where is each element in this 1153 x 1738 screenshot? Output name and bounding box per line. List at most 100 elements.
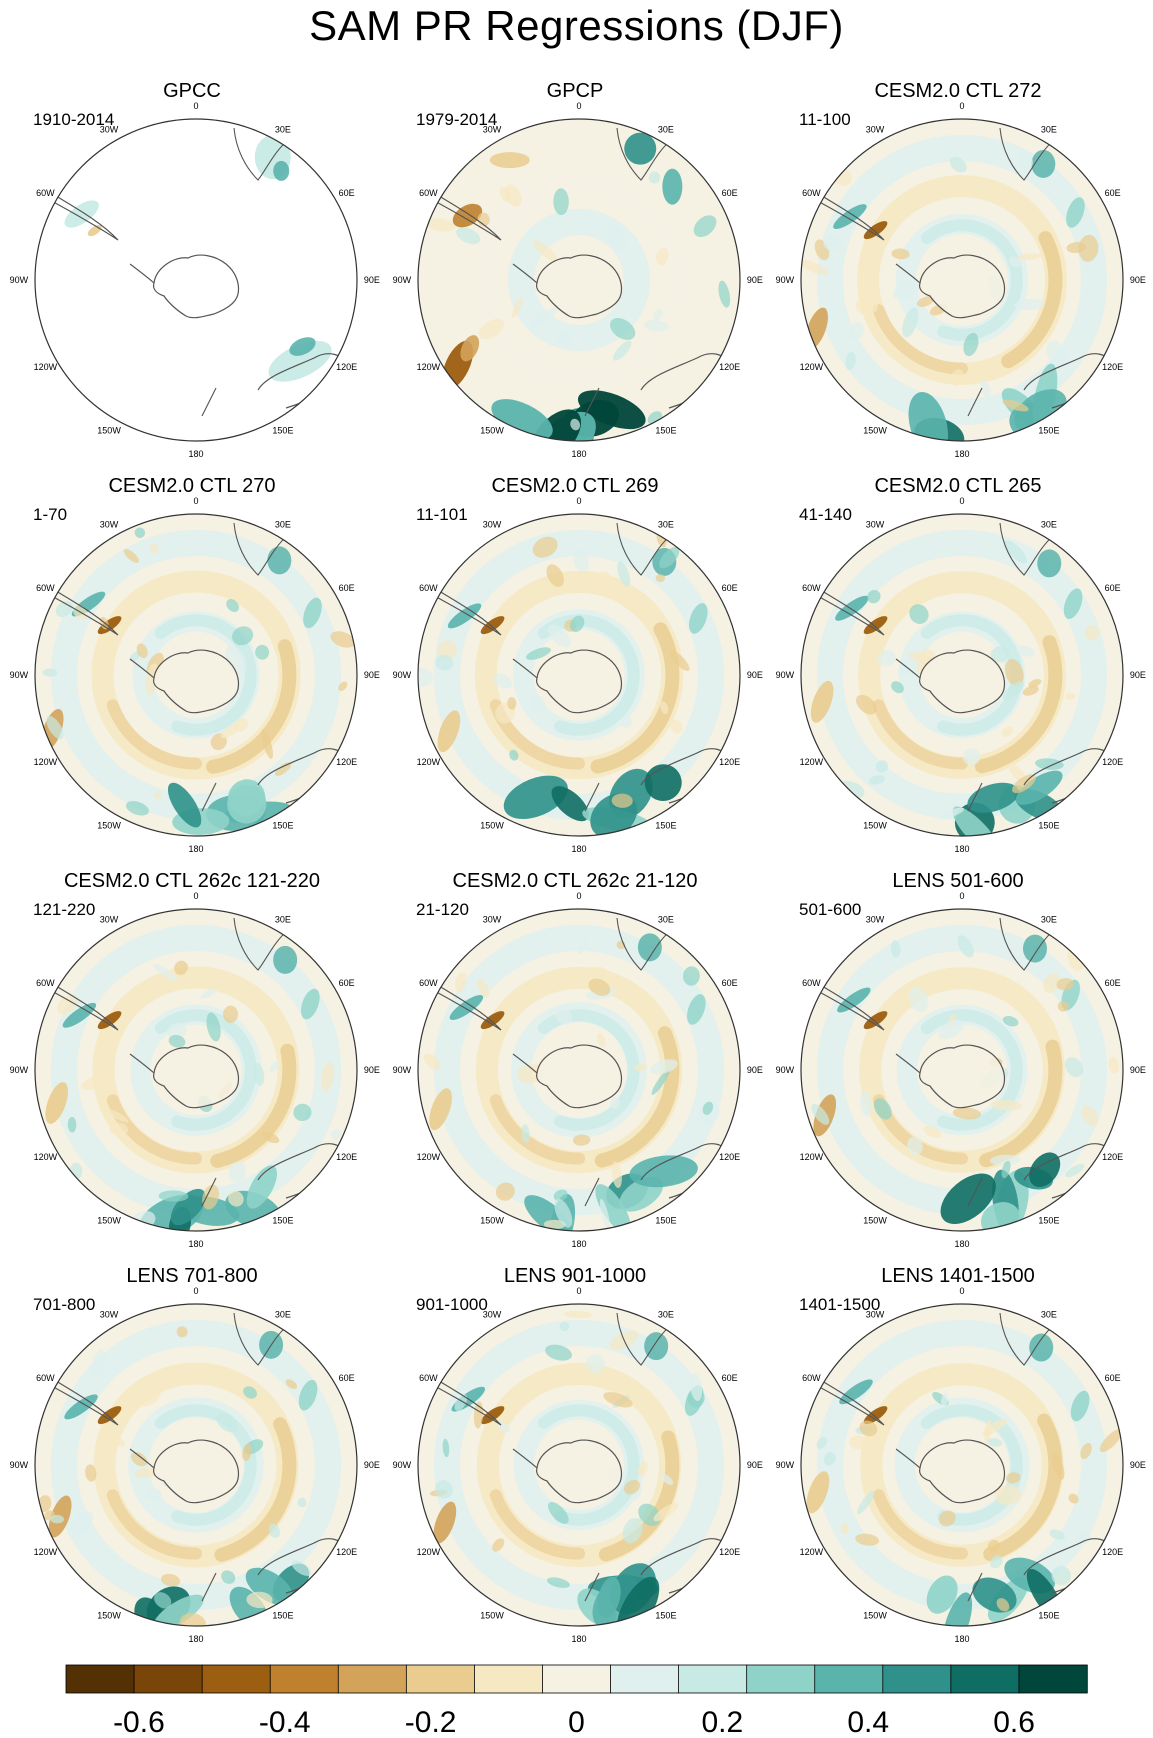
field-anomaly xyxy=(907,1136,923,1156)
longitude-label: 0 xyxy=(959,1286,964,1296)
field-anomaly xyxy=(1065,1163,1085,1178)
south-america-coast xyxy=(811,979,885,1031)
colorbar-tick-label: 0 xyxy=(568,1706,585,1738)
field-band xyxy=(472,173,686,387)
longitude-label: 120E xyxy=(1102,1152,1123,1162)
longitude-label: 0 xyxy=(193,1286,198,1296)
antarctica-field xyxy=(536,1440,622,1503)
panel-period: 11-101 xyxy=(416,505,468,524)
longitude-label: 30E xyxy=(1041,1309,1057,1319)
field-anomaly xyxy=(480,1406,505,1425)
field-anomaly xyxy=(909,604,929,624)
field-anomaly xyxy=(330,1129,341,1140)
field-anomaly xyxy=(455,972,467,993)
longitude-label: 150E xyxy=(655,1611,676,1621)
map-field xyxy=(418,1304,740,1626)
field-anomaly xyxy=(285,1379,298,1390)
longitude-label: 30W xyxy=(483,1309,502,1319)
field-anomaly xyxy=(200,988,217,999)
field-anomaly xyxy=(1037,549,1062,578)
longitude-label: 90E xyxy=(364,1460,380,1470)
map-boundary xyxy=(34,908,358,1232)
antarctica-field xyxy=(153,650,239,713)
antarctica-field xyxy=(536,650,622,713)
longitude-label: 60E xyxy=(339,583,355,593)
field-anomaly xyxy=(268,1523,280,1538)
field-band xyxy=(106,1489,202,1560)
longitude-label: 60E xyxy=(1105,188,1121,198)
longitude-label: 60W xyxy=(419,188,438,198)
field-anomaly xyxy=(297,1497,307,1508)
longitude-label: 90E xyxy=(747,670,763,680)
longitude-label: 150E xyxy=(1038,426,1059,436)
field-anomaly xyxy=(1013,298,1045,310)
field-anomaly xyxy=(553,1189,568,1201)
longitude-label: 60W xyxy=(36,978,55,988)
field-anomaly xyxy=(161,1573,181,1587)
field-anomaly xyxy=(1035,758,1064,770)
field-anomaly xyxy=(940,1173,996,1224)
longitude-label: 60W xyxy=(802,978,821,988)
field-anomaly xyxy=(1099,1429,1123,1453)
field-anomaly xyxy=(839,1379,873,1405)
longitude-label: 30E xyxy=(1041,519,1057,529)
field-anomaly xyxy=(131,1452,148,1467)
field-band xyxy=(1001,231,1063,369)
field-anomaly xyxy=(890,940,901,958)
longitude-label: 0 xyxy=(959,101,964,111)
field-anomaly xyxy=(957,935,974,958)
longitude-label: 120E xyxy=(719,362,740,372)
longitude-label: 60W xyxy=(802,583,821,593)
field-anomaly xyxy=(242,1443,252,1461)
field-anomaly xyxy=(1002,681,1025,701)
field-anomaly xyxy=(529,307,558,329)
longitude-label: 0 xyxy=(193,496,198,506)
field-anomaly xyxy=(158,1190,189,1202)
field-anomaly xyxy=(637,933,662,962)
antarctic-peninsula xyxy=(129,658,155,679)
field-anomaly xyxy=(1004,540,1028,564)
map-field xyxy=(35,119,357,441)
field-anomaly xyxy=(949,156,967,173)
longitude-label: 30W xyxy=(100,124,119,134)
longitude-label: 150E xyxy=(655,1216,676,1226)
field-anomaly xyxy=(532,536,558,558)
panel-period: 1401-1500 xyxy=(799,1295,881,1314)
antarctica-coastline xyxy=(919,1439,1006,1504)
field-anomaly xyxy=(202,1184,220,1210)
colorbar-swatch xyxy=(882,1664,952,1694)
field-anomaly xyxy=(633,1063,647,1072)
field-anomaly xyxy=(435,1480,453,1499)
map-boundary xyxy=(34,513,358,837)
australia-field xyxy=(289,337,316,356)
colorbar-tick-label: 0.2 xyxy=(701,1706,743,1738)
africa-coast xyxy=(616,1312,672,1366)
map-panel: LENS 901-1000 0 30E 60E 90E 120E 150E 180 150W 12… xyxy=(383,1265,767,1660)
field-anomaly xyxy=(495,1182,515,1201)
africa-field xyxy=(273,160,290,181)
field-anomaly xyxy=(174,960,188,975)
field-anomaly xyxy=(154,790,162,800)
antarctic-peninsula xyxy=(895,1053,921,1074)
field-anomaly xyxy=(857,1490,875,1515)
longitude-label: 0 xyxy=(576,496,581,506)
field-band xyxy=(210,1043,297,1168)
field-anomaly xyxy=(80,1074,109,1091)
africa-coast xyxy=(616,522,672,576)
field-anomaly xyxy=(228,1161,246,1183)
field-anomaly xyxy=(611,1161,622,1189)
field-anomaly xyxy=(71,1511,94,1535)
field-band xyxy=(106,1094,202,1165)
field-anomaly xyxy=(429,1088,452,1131)
longitude-label: 150E xyxy=(1038,1611,1059,1621)
field-band xyxy=(537,1009,640,1131)
field-anomaly xyxy=(938,807,965,820)
longitude-label: 120E xyxy=(1102,1547,1123,1557)
antarctic-peninsula xyxy=(129,1448,155,1469)
panel-period: 1910-2014 xyxy=(33,110,115,129)
field-anomaly xyxy=(840,1522,849,1535)
field-anomaly xyxy=(91,1349,106,1378)
longitude-label: 120E xyxy=(336,362,357,372)
south-america-coast xyxy=(45,979,119,1031)
panel-title: LENS 1401-1500 xyxy=(881,1265,1035,1287)
